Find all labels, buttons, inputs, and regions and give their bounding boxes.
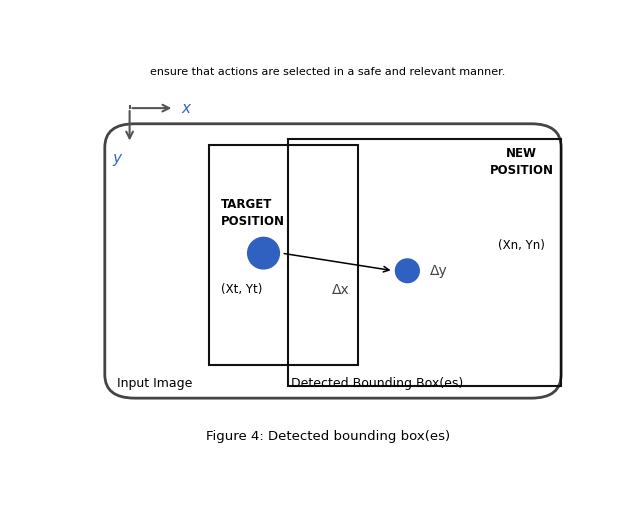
Text: Δy: Δy <box>429 264 447 278</box>
Text: (Xt, Yt): (Xt, Yt) <box>221 282 263 296</box>
Text: Detected Bounding Box(es): Detected Bounding Box(es) <box>291 377 464 389</box>
Text: Δx: Δx <box>332 284 349 297</box>
Text: TARGET
POSITION: TARGET POSITION <box>221 197 285 228</box>
Text: y: y <box>113 151 122 166</box>
Bar <box>209 146 358 365</box>
Ellipse shape <box>396 259 419 282</box>
Text: (Xn, Yn): (Xn, Yn) <box>498 239 545 252</box>
Text: Input Image: Input Image <box>117 377 193 389</box>
Bar <box>288 139 561 386</box>
Text: ensure that actions are selected in a safe and relevant manner.: ensure that actions are selected in a sa… <box>150 67 506 77</box>
Ellipse shape <box>248 237 280 269</box>
Text: NEW
POSITION: NEW POSITION <box>490 147 554 177</box>
FancyBboxPatch shape <box>105 124 561 398</box>
Text: Figure 4: Detected bounding box(es): Figure 4: Detected bounding box(es) <box>206 430 450 443</box>
Text: x: x <box>182 101 191 116</box>
